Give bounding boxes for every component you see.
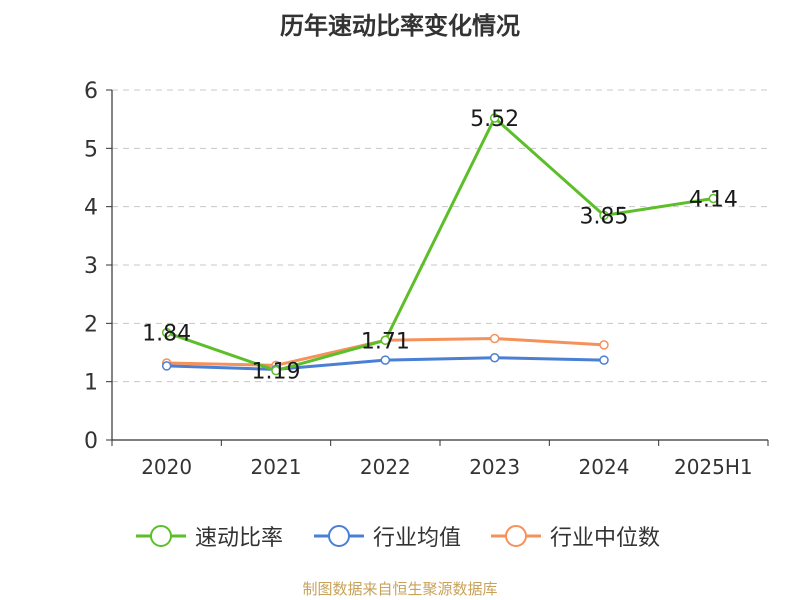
data-labels: 1.84 1.19 1.71 5.52 3.85 4.14 (142, 107, 738, 385)
x-tick-label: 2023 (469, 455, 520, 479)
data-point (161, 361, 172, 371)
x-tick-label: 2021 (251, 455, 302, 479)
x-tick-label: 2022 (360, 455, 411, 479)
data-point (489, 113, 500, 123)
y-tick-label: 5 (84, 137, 98, 162)
y-tick-label: 3 (84, 254, 98, 279)
data-point (380, 355, 391, 365)
y-tick-label: 4 (84, 196, 98, 221)
data-point (599, 355, 609, 365)
data-point (599, 210, 609, 221)
series-line-0 (166, 116, 714, 373)
legend-label: 行业均值 (373, 526, 462, 551)
chart-title: 历年速动比率变化情况 (280, 12, 520, 40)
data-label: 4.14 (689, 188, 738, 213)
legend-label: 行业中位数 (550, 526, 661, 551)
y-tick-label: 0 (84, 429, 98, 454)
data-point (489, 333, 500, 344)
legend-label: 速动比率 (195, 526, 284, 551)
data-point (599, 340, 609, 350)
legend-item[interactable]: 行业均值 (313, 520, 461, 552)
source-note: 制图数据来自恒生聚源数据库 (302, 580, 498, 598)
data-label: 1.71 (361, 329, 410, 354)
data-label: 1.84 (142, 322, 191, 347)
data-point (380, 335, 391, 345)
x-tick-label: 2025H1 (674, 455, 753, 479)
data-point (161, 327, 172, 338)
data-label: 3.85 (580, 204, 629, 229)
series-lines (161, 113, 719, 376)
legend-item[interactable]: 行业中位数 (490, 520, 660, 552)
data-label: 1.19 (252, 360, 301, 385)
x-tick-label: 2024 (579, 455, 630, 479)
y-tick-label: 6 (84, 79, 98, 104)
data-point (708, 193, 719, 204)
data-point (489, 353, 500, 363)
legend-symbol (314, 525, 364, 547)
legend-item[interactable]: 速动比率 (135, 520, 283, 552)
legend-symbol (491, 525, 541, 547)
axes: 0 1 2 3 4 5 6 2020 2021 2022 2023 2024 2025H1 (84, 79, 769, 479)
data-label: 5.52 (470, 107, 519, 132)
legend-symbol (136, 525, 186, 547)
y-tick-label: 2 (84, 312, 98, 337)
y-tick-label: 1 (84, 371, 98, 396)
data-point (271, 365, 281, 376)
x-tick-label: 2020 (141, 455, 192, 479)
